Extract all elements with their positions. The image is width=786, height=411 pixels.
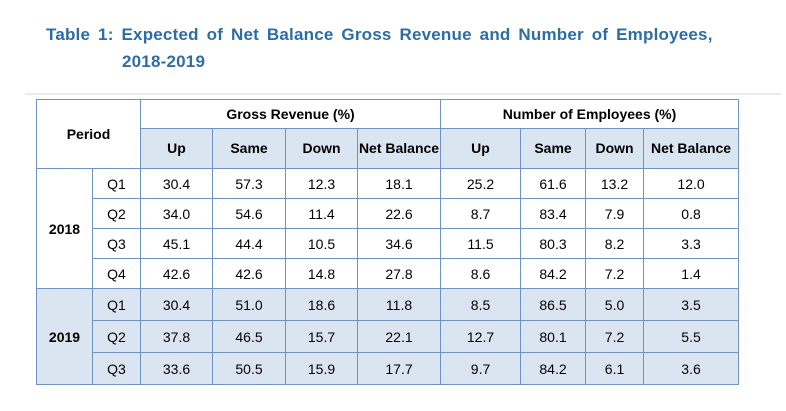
value-cell: 5.5 [643,320,740,353]
value-cell: 8.2 [585,228,645,259]
data-table: Period Gross Revenue (%) Number of Emplo… [35,99,740,385]
value-cell: 80.3 [520,228,587,259]
value-cell: 33.6 [140,352,214,385]
value-cell: 8.6 [440,258,522,289]
group-header-employees: Number of Employees (%) [440,99,740,129]
quarter-cell: Q1 [91,168,142,199]
value-cell: 11.5 [440,228,522,259]
value-cell: 45.1 [140,228,214,259]
subheader-ne-up: Up [440,128,522,169]
quarter-cell: Q3 [91,228,142,259]
value-cell: 8.5 [440,288,522,321]
subheader-gr-net-balance: Net Balance [357,128,442,169]
table-row: Q4 42.6 42.6 14.8 27.8 8.6 84.2 7.2 1.4 [37,258,740,289]
quarter-cell: Q2 [91,198,142,229]
value-cell: 8.7 [440,198,522,229]
value-cell: 42.6 [140,258,214,289]
value-cell: 34.0 [140,198,214,229]
period-header-cell: Period [35,99,142,169]
value-cell: 10.5 [285,228,359,259]
table-row: Q3 45.1 44.4 10.5 34.6 11.5 80.3 8.2 3.3 [37,228,740,259]
subheader-gr-same: Same [212,128,287,169]
value-cell: 51.0 [212,288,287,321]
value-cell: 15.9 [285,352,359,385]
value-cell: 27.8 [357,258,442,289]
year-cell-2018: 2018 [36,168,93,289]
quarter-cell: Q4 [91,258,142,289]
value-cell: 18.6 [285,288,359,321]
value-cell: 1.4 [643,258,740,289]
value-cell: 5.0 [585,288,645,321]
subheader-ne-down: Down [585,128,645,169]
value-cell: 12.3 [285,168,359,199]
table-title-line-1: Table 1: Expected of Net Balance Gross R… [46,25,713,44]
section-2018: 2018 Q1 30.4 57.3 12.3 18.1 25.2 61.6 13… [36,168,740,289]
quarter-cell: Q1 [91,288,142,321]
value-cell: 54.6 [212,198,287,229]
quarter-cell: Q2 [91,320,142,353]
value-cell: 12.0 [643,168,740,199]
value-cell: 83.4 [520,198,587,229]
table-header: Period Gross Revenue (%) Number of Emplo… [35,99,740,169]
subheader-gr-down: Down [285,128,359,169]
table-row: 2019 Q1 30.4 51.0 18.6 11.8 8.5 86.5 5.0… [36,288,740,385]
value-cell: 12.7 [440,320,522,353]
value-cell: 15.7 [285,320,359,353]
value-cell: 9.7 [440,352,522,385]
value-cell: 3.5 [643,288,740,321]
subheader-ne-same: Same [520,128,587,169]
value-cell: 7.2 [585,320,645,353]
value-cell: 50.5 [212,352,287,385]
value-cell: 0.8 [643,198,740,229]
group-header-row: Period Gross Revenue (%) Number of Emplo… [35,99,740,169]
group-header-gross-revenue: Gross Revenue (%) [140,99,442,129]
value-cell: 61.6 [520,168,587,199]
value-cell: 30.4 [140,168,214,199]
table-title-line-2: 2018-2019 [122,52,206,71]
table-row: 2018 Q1 30.4 57.3 12.3 18.1 25.2 61.6 13… [36,168,740,289]
subheader-ne-net-balance: Net Balance [643,128,740,169]
value-cell: 13.2 [585,168,645,199]
value-cell: 3.3 [643,228,740,259]
value-cell: 18.1 [357,168,442,199]
value-cell: 86.5 [520,288,587,321]
value-cell: 84.2 [520,352,587,385]
value-cell: 25.2 [440,168,522,199]
subheader-gr-up: Up [140,128,214,169]
value-cell: 46.5 [212,320,287,353]
value-cell: 84.2 [520,258,587,289]
value-cell: 42.6 [212,258,287,289]
table-row: Q2 37.8 46.5 15.7 22.1 12.7 80.1 7.2 5.5 [37,320,740,353]
value-cell: 34.6 [357,228,442,259]
horizontal-rule [25,93,781,95]
value-cell: 11.4 [285,198,359,229]
value-cell: 17.7 [357,352,442,385]
value-cell: 57.3 [212,168,287,199]
value-cell: 7.2 [585,258,645,289]
section-2019: 2019 Q1 30.4 51.0 18.6 11.8 8.5 86.5 5.0… [36,288,740,385]
value-cell: 11.8 [357,288,442,321]
value-cell: 80.1 [520,320,587,353]
year-cell-2019: 2019 [36,288,93,385]
value-cell: 30.4 [140,288,214,321]
value-cell: 7.9 [585,198,645,229]
value-cell: 3.6 [643,352,740,385]
quarter-cell: Q3 [91,352,142,385]
value-cell: 6.1 [585,352,645,385]
table-row: Q2 34.0 54.6 11.4 22.6 8.7 83.4 7.9 0.8 [37,198,740,229]
sub-header-row: Up Same Down Net Balance Up Same Down Ne… [37,128,740,169]
value-cell: 44.4 [212,228,287,259]
value-cell: 14.8 [285,258,359,289]
value-cell: 37.8 [140,320,214,353]
value-cell: 22.6 [357,198,442,229]
table-title: Table 1: Expected of Net Balance Gross R… [46,26,713,70]
value-cell: 22.1 [357,320,442,353]
table-row: Q3 33.6 50.5 15.9 17.7 9.7 84.2 6.1 3.6 [37,352,740,385]
